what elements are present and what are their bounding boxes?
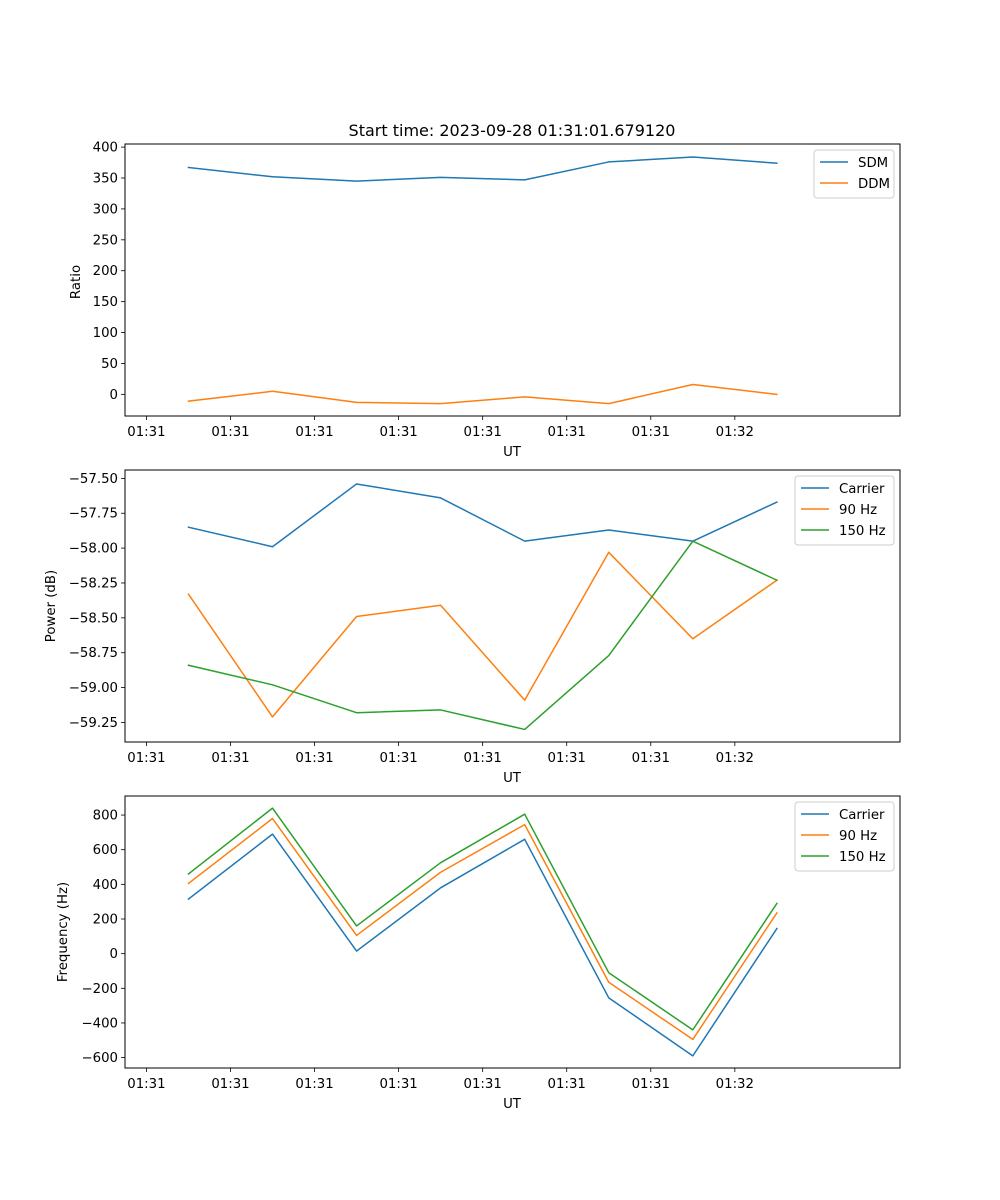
ratio-x-tick-label: 01:31 (548, 425, 586, 440)
frequency-y-tick-label: 400 (93, 878, 118, 893)
power-y-tick-label: −58.50 (69, 611, 118, 626)
power-y-axis-label: Power (dB) (44, 570, 59, 642)
ratio-x-tick-label: 01:31 (632, 425, 670, 440)
ratio-x-tick-label: 01:31 (463, 425, 501, 440)
frequency-series-150-hz (187, 807, 778, 1031)
frequency-y-tick-label: 200 (93, 913, 118, 928)
power-legend-label-150-hz: 150 Hz (839, 524, 886, 539)
frequency-series-layer (187, 807, 778, 1057)
ratio-x-axis-label: UT (503, 445, 522, 460)
frequency-y-ticks: −600 −400 −200 0 200 400 600 800 (81, 809, 125, 1066)
ratio-series-ddm (187, 383, 778, 405)
frequency-y-tick-label: 600 (93, 843, 118, 858)
power-x-ticks: 01:31 01:31 01:31 01:31 01:31 01:31 01:31 01:32 (127, 742, 754, 766)
ratio-x-tick-label: 01:31 (211, 425, 249, 440)
power-y-tick-label: −59.00 (69, 681, 118, 696)
frequency-axes-frame (124, 795, 901, 1069)
power-y-tick-label: −58.75 (69, 646, 118, 661)
frequency-x-tick-label: 01:31 (548, 1077, 586, 1092)
ratio-y-tick-label: 0 (110, 388, 118, 403)
frequency-x-tick-label: 01:31 (211, 1077, 249, 1092)
chart-title: Start time: 2023-09-28 01:31:01.679120 (349, 121, 676, 140)
frequency-y-tick-label: −600 (81, 1051, 118, 1066)
ratio-y-tick-label: 100 (93, 326, 118, 341)
power-legend-label-carrier: Carrier (839, 482, 885, 497)
frequency-x-tick-label: 01:32 (716, 1077, 754, 1092)
ratio-series-sdm (187, 156, 778, 182)
frequency-y-axis-label: Frequency (Hz) (56, 882, 71, 982)
power-x-axis-label: UT (503, 771, 522, 786)
ratio-legend: SDM DDM (813, 149, 895, 199)
frequency-x-ticks: 01:31 01:31 01:31 01:31 01:31 01:31 01:31 01:32 (127, 1068, 754, 1092)
frequency-legend: Carrier 90 Hz 150 Hz (794, 801, 895, 872)
frequency-x-tick-label: 01:31 (127, 1077, 165, 1092)
frequency-legend-box (794, 801, 895, 872)
power-axes-frame (124, 469, 901, 743)
ratio-panel: 01:31 01:31 01:31 01:31 01:31 01:31 01:31 01:32… (69, 141, 901, 460)
frequency-legend-label-90-hz: 90 Hz (839, 829, 877, 844)
frequency-legend-label-150-hz: 150 Hz (839, 850, 886, 865)
frequency-x-tick-label: 01:31 (632, 1077, 670, 1092)
power-x-tick-label: 01:32 (716, 751, 754, 766)
power-legend-box (794, 475, 895, 546)
ratio-x-ticks: 01:31 01:31 01:31 01:31 01:31 01:31 01:31 01:32 (127, 416, 754, 440)
frequency-legend-label-carrier: Carrier (839, 808, 885, 823)
ratio-legend-label-sdm: SDM (858, 156, 888, 171)
ratio-y-tick-label: 150 (93, 295, 118, 310)
power-legend-label-90-hz: 90 Hz (839, 503, 877, 518)
power-y-ticks: −59.25 −59.00 −58.75 −58.50 −58.25 −58.00 −57.… (69, 472, 125, 731)
frequency-y-tick-label: −400 (81, 1016, 118, 1031)
ratio-axes-frame (124, 143, 901, 417)
ratio-y-tick-label: 50 (101, 357, 118, 372)
ratio-y-tick-label: 350 (93, 172, 118, 187)
ratio-y-tick-label: 300 (93, 202, 118, 217)
ratio-y-tick-label: 250 (93, 233, 118, 248)
frequency-series-carrier (187, 833, 778, 1057)
ratio-y-tick-label: 400 (93, 141, 118, 156)
power-x-tick-label: 01:31 (379, 751, 417, 766)
frequency-x-tick-label: 01:31 (379, 1077, 417, 1092)
frequency-x-tick-label: 01:31 (295, 1077, 333, 1092)
ratio-x-tick-label: 01:31 (379, 425, 417, 440)
power-y-tick-label: −57.50 (69, 472, 118, 487)
power-panel: 01:31 01:31 01:31 01:31 01:31 01:31 01:31 01:32… (44, 469, 901, 786)
power-series-150-hz (187, 540, 778, 731)
power-x-tick-label: 01:31 (127, 751, 165, 766)
power-x-tick-label: 01:31 (632, 751, 670, 766)
frequency-y-tick-label: 0 (110, 947, 118, 962)
frequency-y-tick-label: 800 (93, 809, 118, 824)
power-y-tick-label: −59.25 (69, 716, 118, 731)
power-x-tick-label: 01:31 (548, 751, 586, 766)
ratio-x-tick-label: 01:32 (716, 425, 754, 440)
ratio-y-ticks: 0 50 100 150 200 250 300 350 400 (93, 141, 125, 403)
power-y-tick-label: −58.25 (69, 576, 118, 591)
power-x-tick-label: 01:31 (463, 751, 501, 766)
power-series-90-hz (187, 551, 778, 718)
ratio-legend-label-ddm: DDM (858, 177, 890, 192)
ratio-x-tick-label: 01:31 (127, 425, 165, 440)
frequency-x-tick-label: 01:31 (463, 1077, 501, 1092)
power-x-tick-label: 01:31 (295, 751, 333, 766)
power-series-carrier (187, 483, 778, 548)
power-legend: Carrier 90 Hz 150 Hz (794, 475, 895, 546)
power-y-tick-label: −58.00 (69, 542, 118, 557)
power-series-layer (187, 483, 778, 731)
power-x-tick-label: 01:31 (211, 751, 249, 766)
power-y-tick-label: −57.75 (69, 507, 118, 522)
frequency-series-90-hz (187, 817, 778, 1041)
ratio-y-tick-label: 200 (93, 264, 118, 279)
ratio-y-axis-label: Ratio (69, 265, 84, 299)
frequency-panel: 01:31 01:31 01:31 01:31 01:31 01:31 01:31 01:32… (56, 795, 901, 1112)
ratio-x-tick-label: 01:31 (295, 425, 333, 440)
frequency-y-tick-label: −200 (81, 982, 118, 997)
frequency-x-axis-label: UT (503, 1097, 522, 1112)
ratio-series-layer (187, 156, 778, 405)
